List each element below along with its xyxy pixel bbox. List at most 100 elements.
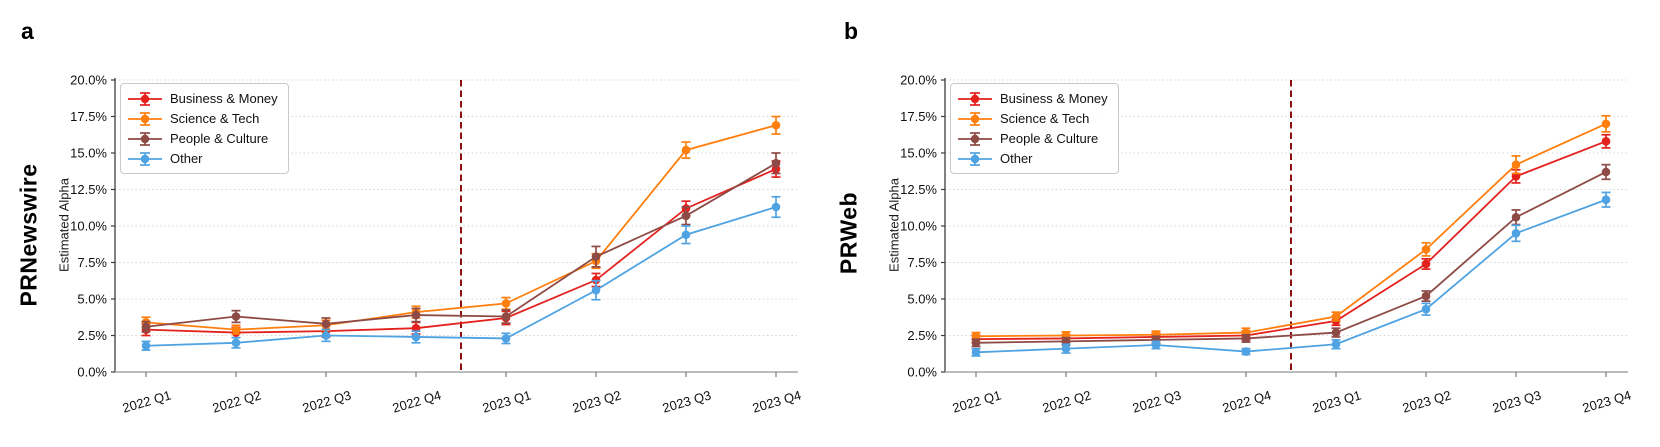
x-tick-label: 2023 Q1	[1311, 387, 1363, 415]
y-tick-label: 20.0%	[900, 73, 937, 88]
data-point-people-culture-2022-q4	[411, 310, 421, 320]
x-tick-label: 2022 Q3	[1131, 387, 1183, 415]
y-tick-label: 0.0%	[907, 365, 937, 380]
y-tick-label: 5.0%	[77, 292, 107, 307]
y-tick-label: 7.5%	[907, 255, 937, 270]
series-other	[971, 191, 1611, 357]
data-point-other-2022-q2	[1061, 344, 1071, 353]
y-tick-label: 2.5%	[907, 328, 937, 343]
y-tick-label: 17.5%	[70, 109, 107, 124]
y-tick-label: 2.5%	[77, 328, 107, 343]
x-tick-label: 2023 Q3	[661, 387, 713, 415]
data-point-other-2023-q4	[771, 202, 781, 212]
panel-letter-b: b	[844, 18, 859, 44]
x-tick-label: 2022 Q4	[391, 387, 443, 415]
data-point-people-culture-2022-q1	[141, 322, 151, 332]
data-point-other-2022-q3	[1151, 340, 1161, 350]
series-science-tech-line	[145, 124, 777, 331]
data-point-people-culture-2023-q3	[1511, 212, 1521, 222]
data-point-people-culture-2023-q4	[771, 158, 781, 168]
data-point-people-culture-2023-q2	[1421, 291, 1431, 301]
data-point-science-tech-2023-q4	[771, 120, 781, 130]
y-tick-label: 15.0%	[70, 146, 107, 161]
errorbar-marker-icon	[128, 131, 162, 146]
legend-item-people-culture: People & Culture	[957, 129, 1108, 148]
data-point-other-2022-q4	[1241, 347, 1251, 356]
series-other-line	[145, 206, 777, 347]
panel-letter-a: a	[21, 18, 34, 44]
data-point-science-tech-2023-q1	[501, 299, 511, 308]
y-tick-label: 15.0%	[900, 146, 937, 161]
legend-item-business-money: Business & Money	[127, 89, 278, 108]
x-tick-label: 2022 Q4	[1221, 387, 1273, 415]
legend: Business & Money Science & Tech People & C…	[950, 83, 1119, 174]
data-point-other-2023-q2	[1421, 304, 1431, 314]
data-point-people-culture-2022-q1	[971, 338, 981, 348]
data-point-people-culture-2023-q3	[681, 211, 691, 221]
series-people-culture	[971, 163, 1611, 348]
chart-prweb: 0.0% 2.5% 5.0% 7.5% 10.0% 12.5% 15.0% 17.5% 20.0…	[900, 73, 1633, 416]
data-point-other-2023-q3	[1511, 229, 1521, 238]
x-tick-label: 2022 Q1	[121, 387, 173, 415]
data-point-other-2022-q1	[141, 341, 151, 351]
x-tick-label: 2022 Q2	[1041, 387, 1093, 415]
data-point-business-money-2023-q2	[1421, 259, 1431, 269]
y-tick-label: 10.0%	[70, 219, 107, 234]
y-tick-label: 10.0%	[900, 219, 937, 234]
data-point-other-2022-q4	[411, 332, 421, 342]
legend-label: Business & Money	[170, 91, 278, 106]
data-point-science-tech-2023-q1	[1331, 312, 1341, 321]
data-point-other-2023-q1	[501, 334, 511, 343]
data-point-people-culture-2023-q1	[1331, 328, 1341, 337]
series-science-tech-line	[975, 122, 1607, 338]
data-point-science-tech-2023-q3	[681, 145, 691, 155]
legend-label: Science & Tech	[1000, 111, 1090, 126]
data-point-science-tech-2023-q2	[1421, 245, 1431, 254]
panel-a: a PRNewswire Estimated Alpha 0.0% 2.5% 5.0…	[16, 18, 803, 416]
y-tick-label: 17.5%	[900, 109, 937, 124]
data-point-other-2022-q3	[321, 331, 331, 340]
x-tick-label: 2022 Q1	[951, 387, 1003, 415]
data-point-other-2023-q4	[1601, 195, 1611, 205]
x-tick-label: 2023 Q2	[1401, 387, 1453, 415]
legend-label: Other	[1000, 151, 1033, 166]
series-business-money-line	[145, 168, 777, 334]
errorbar-marker-icon	[128, 111, 162, 126]
y-tick-label: 20.0%	[70, 73, 107, 88]
errorbar-marker-icon	[128, 91, 162, 106]
data-point-people-culture-2023-q4	[1601, 167, 1611, 177]
data-point-people-culture-2023-q1	[501, 312, 511, 321]
y-tick-label: 7.5%	[77, 255, 107, 270]
x-tick-label: 2023 Q4	[751, 387, 803, 415]
data-point-people-culture-2022-q3	[321, 319, 331, 329]
legend-label: People & Culture	[170, 131, 269, 146]
data-point-other-2022-q1	[971, 347, 981, 357]
legend-item-other: Other	[957, 149, 1108, 168]
data-point-other-2023-q2	[591, 285, 601, 295]
series-other-line	[975, 198, 1607, 354]
data-point-other-2022-q2	[231, 338, 241, 348]
data-point-science-tech-2022-q2	[231, 325, 241, 334]
y-tick-label: 12.5%	[900, 182, 937, 197]
series-people-culture-line	[145, 162, 777, 328]
data-point-science-tech-2023-q4	[1601, 119, 1611, 129]
legend-item-science-tech: Science & Tech	[127, 109, 278, 128]
chart-prnewswire: 0.0% 2.5% 5.0% 7.5% 10.0% 12.5% 15.0% 17.5% 20.0…	[70, 73, 803, 416]
legend-item-other: Other	[127, 149, 278, 168]
data-point-other-2023-q1	[1331, 339, 1341, 349]
series-people-culture	[141, 152, 781, 333]
legend-label: People & Culture	[1000, 131, 1099, 146]
errorbar-marker-icon	[958, 91, 992, 106]
data-point-business-money-2023-q4	[1601, 137, 1611, 146]
legend-label: Other	[170, 151, 203, 166]
x-tick-label: 2023 Q4	[1581, 387, 1633, 415]
x-tick-label: 2022 Q3	[301, 387, 353, 415]
series-other	[141, 195, 781, 351]
legend: Business & Money Science & Tech People & C…	[120, 83, 289, 174]
data-point-other-2023-q3	[681, 230, 691, 240]
series-business-money-line	[975, 140, 1607, 341]
y-tick-label: 5.0%	[907, 292, 937, 307]
errorbar-marker-icon	[958, 151, 992, 166]
data-point-people-culture-2023-q2	[591, 252, 601, 261]
